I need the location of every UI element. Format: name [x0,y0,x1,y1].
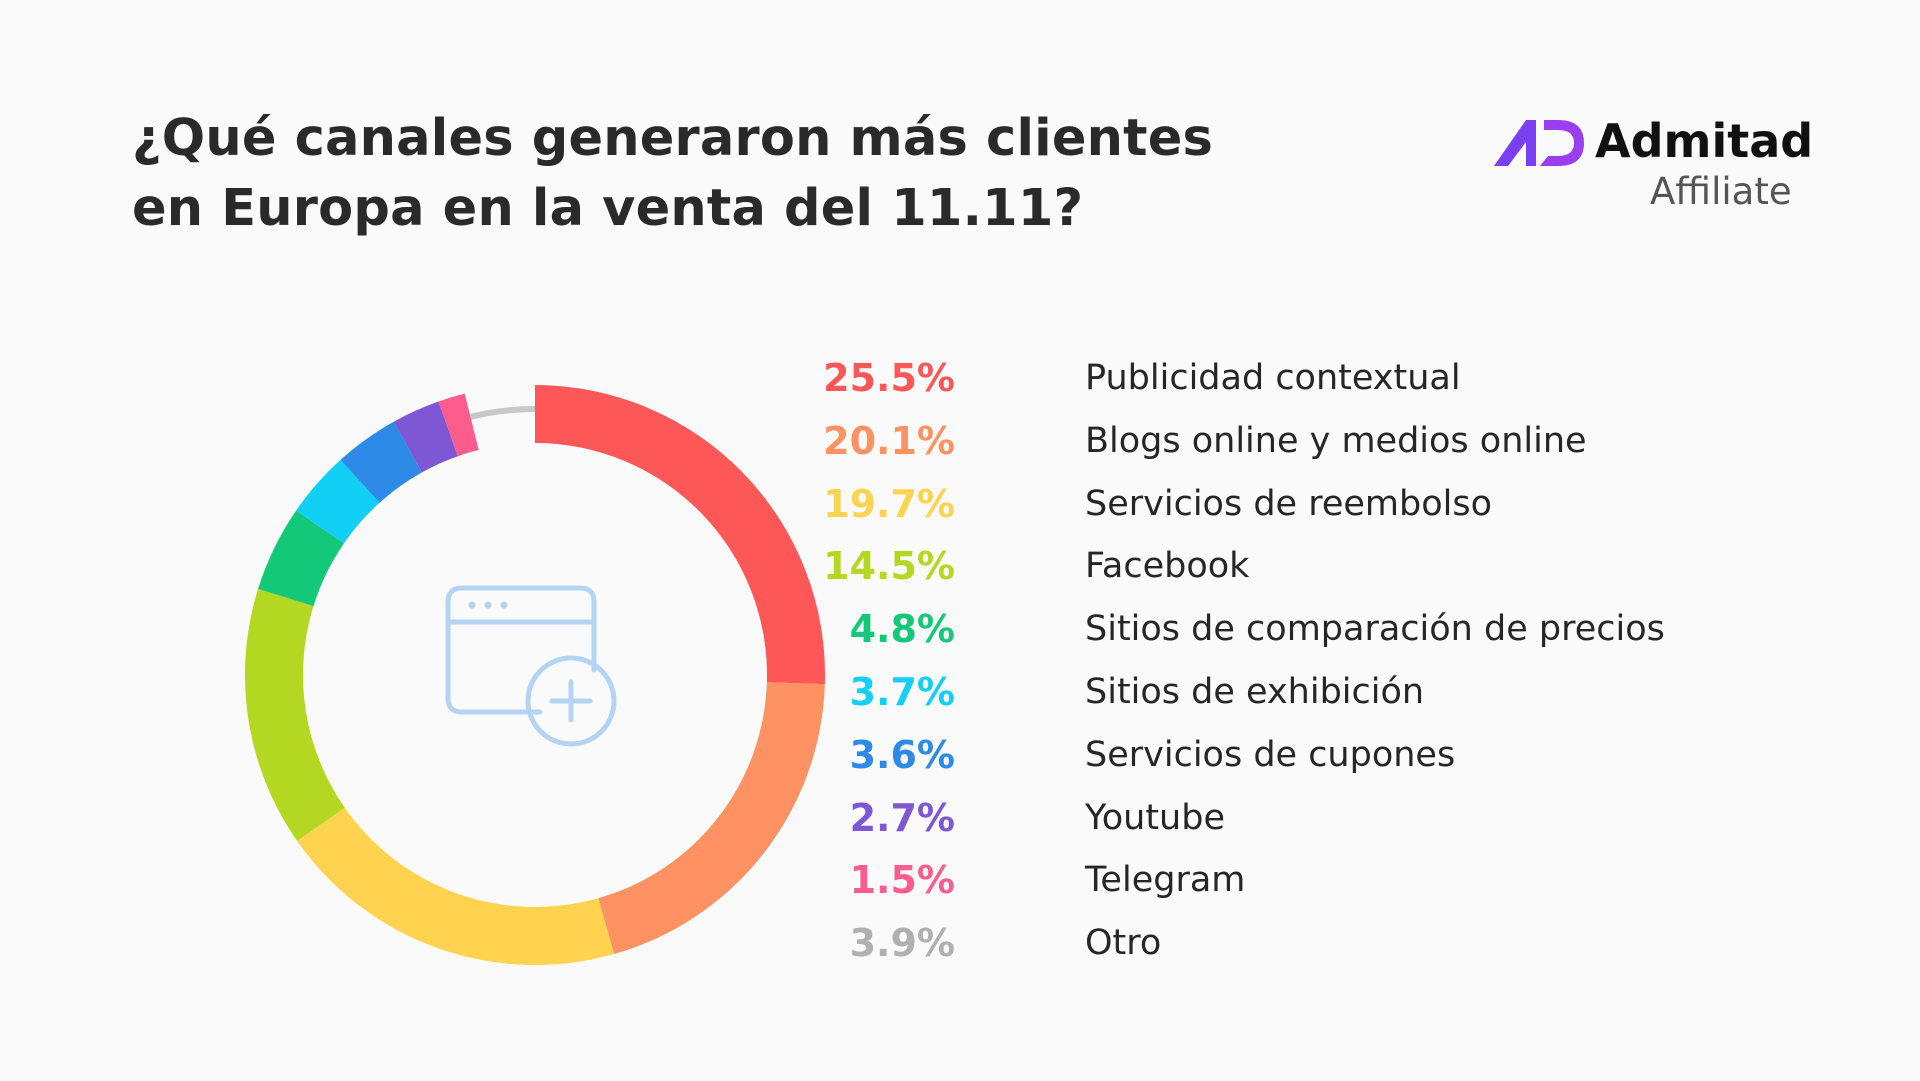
legend-item: 14.5% Facebook [823,544,1800,604]
legend-value: 1.5% [849,858,955,903]
legend-item: 4.8% Sitios de comparación de precios [850,607,1800,667]
donut-svg [245,385,825,965]
legend-label: Publicidad contextual [1085,358,1461,398]
legend-item: 3.7% Sitios de exhibición [850,670,1800,730]
legend-value: 3.7% [849,670,955,714]
title-line-2: en Europa en la venta del 11.11? [132,179,1084,238]
legend-label: Telegram [1085,860,1246,901]
browser-window-add-icon [445,585,617,747]
legend-item: 1.5% Telegram [850,858,1800,918]
donut-slice-5 [296,459,380,544]
legend-label: Sitios de exhibición [1085,672,1425,712]
window-dot-2 [500,601,508,609]
window-dot-0 [468,601,476,609]
donut-slice-2 [297,807,615,965]
legend-value: 3.9% [849,921,955,966]
donut-slice-3 [245,588,345,842]
legend-value: 3.6% [849,732,955,777]
legend-item: 2.7% Youtube [850,796,1800,856]
legend-label: Sitios de comparación de precios [1085,609,1665,650]
donut-slice-1 [598,682,825,954]
donut-slice-7 [393,401,458,473]
legend-label: Servicios de reembolso [1085,483,1492,524]
brand-logo: Admitad Affiliate [1480,108,1813,218]
legend-label: Blogs online y medios online [1085,420,1587,461]
brand-subtitle: Affiliate [1650,170,1792,213]
chart-title: ¿Qué canales generaron más clientes en E… [132,104,1213,244]
donut-slice-8 [438,393,479,457]
donut-chart [230,370,840,980]
legend-value: 25.5% [823,356,955,400]
legend-label: Servicios de cupones [1085,734,1456,775]
donut-slice-6 [340,421,422,503]
legend-value: 20.1% [823,418,955,463]
title-line-1: ¿Qué canales generaron más clientes [132,109,1214,168]
donut-slice-0 [535,385,825,685]
legend-value: 4.8% [849,607,955,652]
legend-value: 2.7% [849,795,955,840]
legend-label: Otro [1085,923,1162,964]
legend-item: 25.5% Publicidad contextual [823,356,1800,416]
legend-value: 19.7% [823,481,955,526]
legend-label: Youtube [1085,797,1225,838]
legend-value: 14.5% [823,544,955,589]
legend-label: Facebook [1085,546,1250,587]
legend-item: 20.1% Blogs online y medios online [823,419,1800,479]
donut-slice-4 [258,510,344,607]
admitad-logo-icon [1494,120,1584,166]
window-dot-1 [484,601,492,609]
legend-item: 19.7% Servicios de reembolso [823,482,1800,542]
brand-name: Admitad [1595,114,1814,168]
legend-item: 3.9% Otro [850,921,1800,981]
legend-item: 3.6% Servicios de cupones [850,733,1800,793]
donut-slice-9 [469,406,536,420]
